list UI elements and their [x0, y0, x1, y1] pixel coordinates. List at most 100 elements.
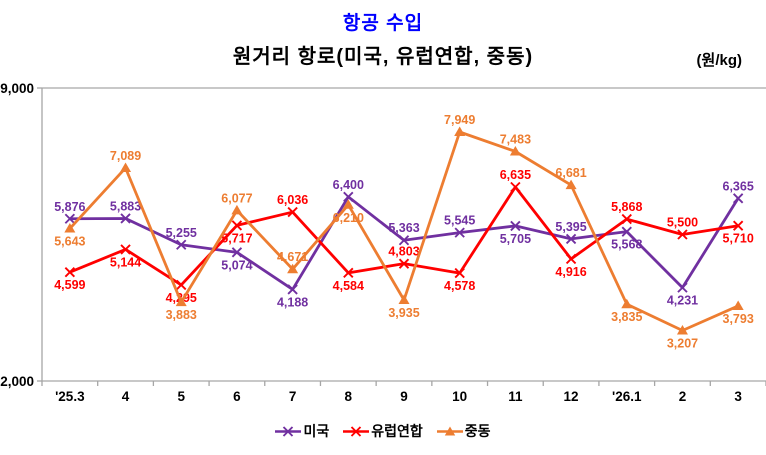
axis-unit-label: (원/kg) — [696, 52, 742, 69]
data-label-middle-east: 3,883 — [166, 308, 197, 322]
data-label-middle-east: 4,671 — [277, 250, 308, 264]
data-label-middle-east: 6,077 — [221, 191, 252, 205]
x-tick-label: 6 — [233, 389, 241, 404]
data-label-usa: 5,705 — [500, 232, 531, 246]
data-label-usa: 6,400 — [333, 178, 364, 192]
data-label-middle-east: 7,483 — [500, 132, 531, 146]
triangle-marker — [287, 263, 299, 274]
x-marker — [510, 181, 521, 193]
x-marker — [64, 213, 76, 224]
x-marker — [677, 282, 688, 293]
triangle-marker — [509, 145, 521, 156]
data-label-middle-east: 7,089 — [110, 149, 141, 163]
data-label-eu: 5,868 — [611, 200, 642, 214]
data-label-usa: 5,363 — [388, 221, 419, 235]
x-marker — [343, 267, 354, 279]
data-label-middle-east: 6,681 — [555, 166, 586, 180]
data-label-usa: 6,365 — [723, 179, 754, 193]
data-label-eu: 4,578 — [444, 279, 475, 293]
triangle-marker — [342, 199, 354, 209]
x-marker — [64, 267, 76, 278]
x-tick-label: 10 — [452, 389, 467, 404]
x-tick-label: '26.1 — [612, 389, 642, 404]
legend-item-middle-east: 중동 — [436, 421, 491, 441]
legend-item-eu: 유럽연합 — [343, 421, 423, 441]
triangle-marker — [398, 294, 410, 305]
x-tick-label: 4 — [122, 389, 130, 404]
x-tick-label: 9 — [400, 389, 408, 404]
data-label-eu: 4,584 — [333, 279, 364, 293]
x-marker — [287, 284, 298, 295]
data-label-usa: 4,188 — [277, 295, 308, 309]
x-tick-label: '25.3 — [55, 389, 85, 404]
legend-label-middle-east: 중동 — [464, 423, 491, 439]
data-label-usa: 5,883 — [110, 199, 141, 213]
data-label-eu: 6,036 — [277, 193, 308, 207]
series-usa: 5,876 5,883 5,255 5,074 4,188 6,400 5,363 5,545… — [54, 178, 754, 310]
triangle-marker — [120, 162, 132, 172]
x-marker — [176, 239, 187, 250]
x-tick-label: 12 — [564, 389, 579, 404]
triangle-marker — [64, 223, 76, 233]
data-label-middle-east: 3,935 — [388, 306, 419, 320]
data-label-eu: 5,500 — [667, 216, 698, 230]
data-label-usa: 5,395 — [555, 220, 586, 234]
x-marker — [231, 247, 243, 258]
x-marker — [343, 191, 354, 203]
data-label-eu: 4,916 — [555, 265, 586, 279]
x-marker — [732, 193, 744, 204]
data-label-usa: 5,876 — [54, 200, 85, 214]
triangle-marker — [565, 179, 577, 190]
data-label-eu: 4,803 — [388, 245, 419, 259]
x-tick-label: 7 — [289, 389, 297, 404]
data-label-middle-east: 6,210 — [333, 211, 364, 225]
legend-marker-eu — [343, 425, 370, 437]
data-label-eu: 6,635 — [500, 168, 531, 182]
y-tick-label: 2,000 — [0, 374, 34, 389]
data-label-eu: 5,717 — [221, 231, 252, 245]
x-marker — [120, 213, 131, 224]
y-axis-labels: 9,000 2,000 — [0, 81, 34, 389]
triangle-marker — [621, 298, 633, 309]
x-marker — [454, 227, 465, 238]
legend-label-eu: 유럽연합 — [371, 423, 423, 439]
x-marker — [176, 279, 187, 291]
triangle-marker — [732, 300, 744, 310]
x-tick-label: 8 — [345, 389, 353, 404]
axes — [37, 87, 766, 386]
x-marker — [621, 213, 632, 225]
chart-subtitle: 원거리 항로(미국, 유럽연합, 중동) — [232, 46, 534, 68]
x-marker — [398, 258, 410, 269]
x-marker — [454, 267, 465, 279]
triangle-marker — [676, 324, 688, 335]
chart-title: 항공 수입 — [342, 13, 424, 34]
x-tick-label: 5 — [177, 389, 185, 404]
legend-marker-middle-east — [436, 426, 463, 435]
x-marker — [398, 235, 410, 246]
x-marker — [677, 229, 688, 240]
y-tick-label: 9,000 — [0, 81, 34, 96]
legend-item-usa: 미국 — [275, 421, 329, 441]
triangle-marker — [454, 126, 466, 136]
data-label-usa: 5,255 — [166, 226, 197, 240]
x-marker — [732, 220, 744, 231]
x-tick-label: 11 — [508, 389, 523, 404]
series-middle-east: 5,643 7,089 3,883 6,077 4,671 6,210 3,935 7,949… — [54, 113, 754, 350]
x-marker — [565, 253, 577, 265]
data-label-eu: 5,710 — [723, 232, 754, 246]
data-label-usa: 4,231 — [667, 294, 698, 308]
x-tick-label: 3 — [734, 389, 742, 404]
data-label-middle-east: 3,207 — [667, 336, 698, 350]
data-label-usa: 5,545 — [444, 214, 475, 228]
data-label-usa: 5,074 — [221, 258, 252, 272]
data-label-middle-east: 3,835 — [611, 310, 642, 324]
data-label-eu: 5,144 — [110, 255, 141, 269]
data-label-middle-east: 5,643 — [54, 235, 85, 249]
data-label-usa: 5,568 — [611, 238, 642, 252]
x-marker — [510, 220, 521, 232]
triangle-marker — [175, 296, 187, 307]
data-label-eu: 4,599 — [54, 278, 85, 292]
series-eu: 4,5995,1444,2955,7176,0364,5844,8034,578… — [54, 168, 754, 305]
